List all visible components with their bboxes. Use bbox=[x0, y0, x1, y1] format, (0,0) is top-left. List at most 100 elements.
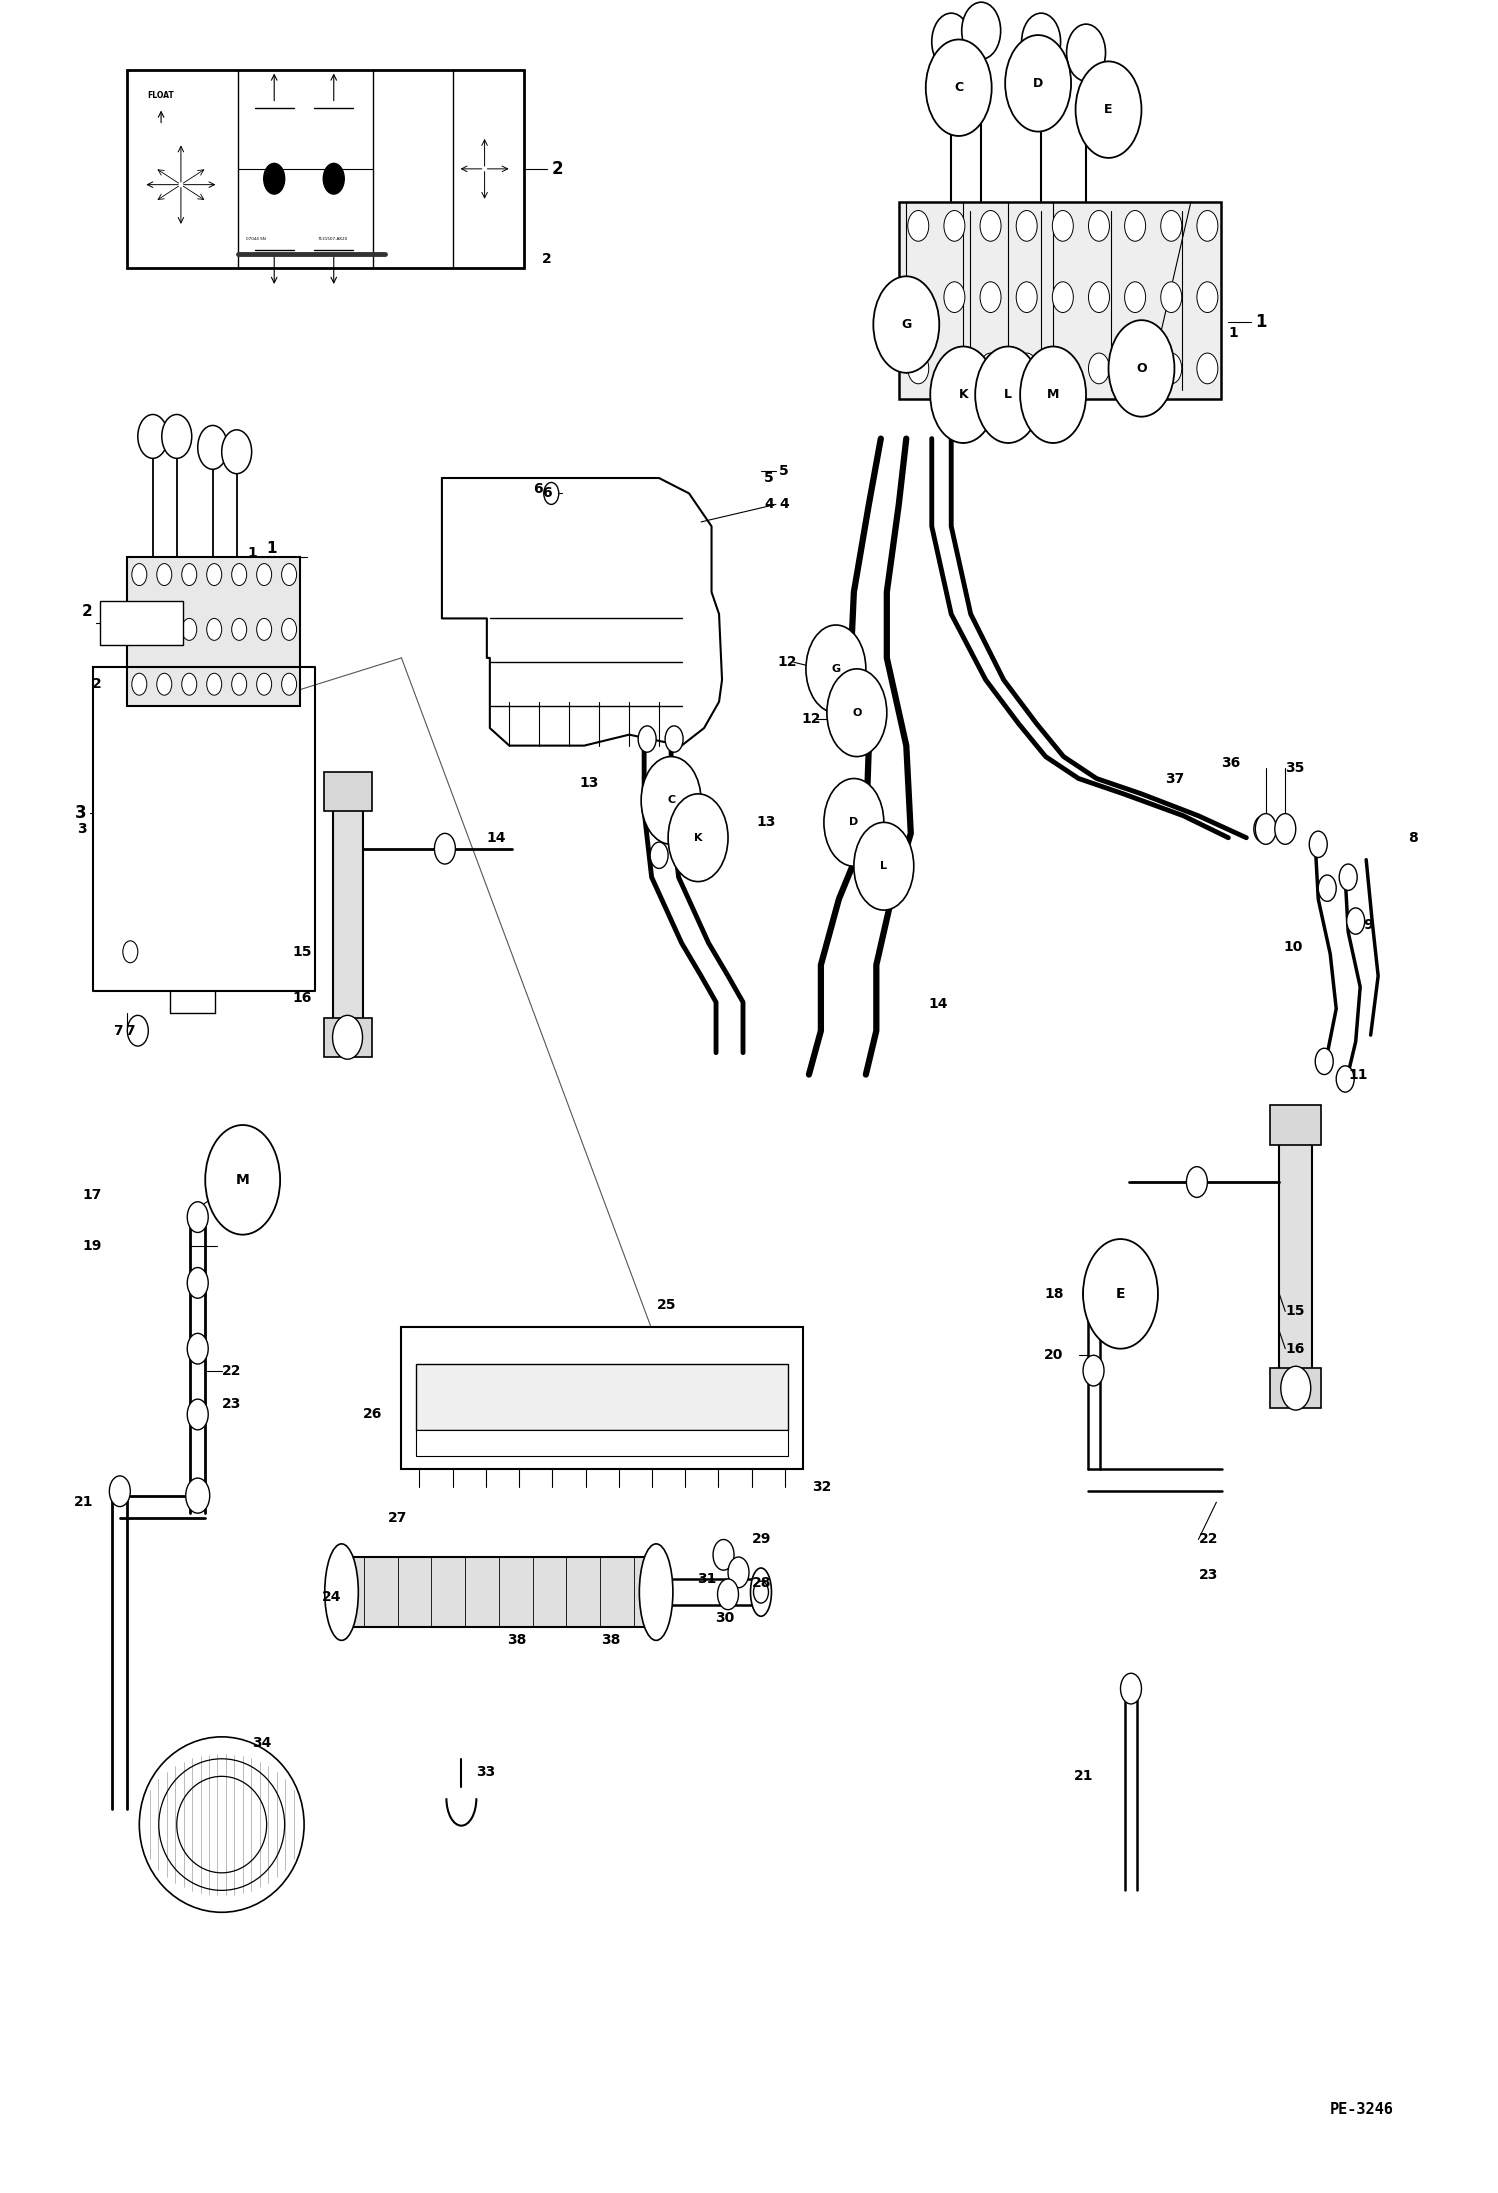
Text: 6: 6 bbox=[533, 482, 542, 496]
Circle shape bbox=[1083, 1279, 1104, 1309]
Circle shape bbox=[1197, 211, 1218, 241]
Circle shape bbox=[1161, 283, 1182, 314]
Text: L: L bbox=[1004, 388, 1013, 401]
Circle shape bbox=[123, 941, 138, 963]
Text: 12: 12 bbox=[801, 713, 821, 726]
Bar bbox=[100, 601, 183, 645]
Text: 07044 SN: 07044 SN bbox=[246, 237, 267, 241]
Circle shape bbox=[264, 164, 285, 195]
Text: 38: 38 bbox=[508, 1634, 526, 1647]
Text: 15: 15 bbox=[292, 945, 312, 958]
Text: PE-3246: PE-3246 bbox=[1329, 2103, 1393, 2116]
Circle shape bbox=[1197, 353, 1218, 384]
Circle shape bbox=[1089, 353, 1110, 384]
Circle shape bbox=[873, 276, 939, 373]
Circle shape bbox=[1052, 353, 1074, 384]
Circle shape bbox=[1121, 1673, 1141, 1704]
Circle shape bbox=[1125, 211, 1146, 241]
Circle shape bbox=[650, 842, 668, 868]
Circle shape bbox=[186, 1478, 210, 1513]
Circle shape bbox=[980, 211, 1001, 241]
Text: 23: 23 bbox=[1198, 1568, 1218, 1581]
Circle shape bbox=[1089, 211, 1110, 241]
Text: 5: 5 bbox=[779, 465, 789, 478]
Text: 35: 35 bbox=[1285, 761, 1305, 774]
Circle shape bbox=[806, 625, 866, 713]
Bar bbox=[333, 794, 363, 1035]
Circle shape bbox=[1161, 353, 1182, 384]
Text: 4: 4 bbox=[764, 498, 774, 511]
Circle shape bbox=[157, 564, 172, 586]
Circle shape bbox=[207, 673, 222, 695]
Text: G: G bbox=[831, 664, 840, 673]
Circle shape bbox=[256, 618, 271, 640]
Text: 27: 27 bbox=[388, 1511, 407, 1524]
Text: 32: 32 bbox=[812, 1480, 831, 1493]
Circle shape bbox=[1186, 1167, 1207, 1197]
Text: 2: 2 bbox=[551, 160, 563, 178]
Circle shape bbox=[181, 673, 196, 695]
Text: 8: 8 bbox=[1408, 831, 1419, 844]
Text: 2: 2 bbox=[91, 678, 102, 691]
Circle shape bbox=[1275, 814, 1296, 844]
Text: 1: 1 bbox=[1255, 314, 1267, 331]
Circle shape bbox=[1339, 864, 1357, 890]
Circle shape bbox=[1309, 831, 1327, 857]
Circle shape bbox=[187, 1333, 208, 1364]
Circle shape bbox=[1052, 283, 1074, 314]
Text: 2: 2 bbox=[82, 605, 93, 618]
Circle shape bbox=[162, 414, 192, 458]
Circle shape bbox=[932, 13, 971, 70]
Circle shape bbox=[222, 430, 252, 474]
Circle shape bbox=[157, 673, 172, 695]
Text: 3: 3 bbox=[78, 822, 87, 836]
Text: 12: 12 bbox=[777, 656, 797, 669]
Circle shape bbox=[1125, 283, 1146, 314]
Circle shape bbox=[256, 673, 271, 695]
Text: 1: 1 bbox=[247, 546, 258, 559]
Circle shape bbox=[282, 564, 297, 586]
Text: 28: 28 bbox=[752, 1577, 771, 1590]
Circle shape bbox=[668, 794, 728, 882]
Text: 13: 13 bbox=[756, 816, 776, 829]
Circle shape bbox=[232, 564, 247, 586]
Circle shape bbox=[1315, 1048, 1333, 1075]
Text: 22: 22 bbox=[1198, 1533, 1218, 1546]
Circle shape bbox=[962, 2, 1001, 59]
Circle shape bbox=[187, 1202, 208, 1232]
Circle shape bbox=[827, 656, 845, 682]
Circle shape bbox=[1020, 346, 1086, 443]
Text: C: C bbox=[667, 796, 676, 805]
Text: FLOAT: FLOAT bbox=[148, 92, 174, 101]
Text: 13: 13 bbox=[580, 776, 599, 789]
Text: E: E bbox=[1116, 1287, 1125, 1300]
Circle shape bbox=[282, 673, 297, 695]
Circle shape bbox=[256, 564, 271, 586]
Circle shape bbox=[1125, 353, 1146, 384]
Text: 11: 11 bbox=[1348, 1068, 1368, 1081]
Circle shape bbox=[1318, 875, 1336, 901]
Text: 23: 23 bbox=[222, 1397, 241, 1410]
Circle shape bbox=[728, 1557, 749, 1588]
Text: 31: 31 bbox=[697, 1572, 716, 1586]
Text: 14: 14 bbox=[929, 998, 948, 1011]
Circle shape bbox=[854, 822, 914, 910]
Circle shape bbox=[333, 1015, 363, 1059]
Circle shape bbox=[132, 564, 147, 586]
Bar bbox=[401, 1327, 803, 1469]
Circle shape bbox=[867, 825, 885, 851]
Circle shape bbox=[109, 1476, 130, 1507]
Circle shape bbox=[1052, 211, 1074, 241]
Circle shape bbox=[1089, 283, 1110, 314]
Circle shape bbox=[926, 39, 992, 136]
Bar bbox=[416, 1430, 788, 1456]
Circle shape bbox=[157, 618, 172, 640]
Text: K: K bbox=[694, 833, 703, 842]
Text: D: D bbox=[849, 818, 858, 827]
Circle shape bbox=[1016, 211, 1037, 241]
Circle shape bbox=[638, 726, 656, 752]
Text: 30: 30 bbox=[715, 1612, 734, 1625]
Circle shape bbox=[753, 1581, 768, 1603]
Text: 7131507-AK20: 7131507-AK20 bbox=[318, 237, 348, 241]
Text: O: O bbox=[852, 708, 861, 717]
